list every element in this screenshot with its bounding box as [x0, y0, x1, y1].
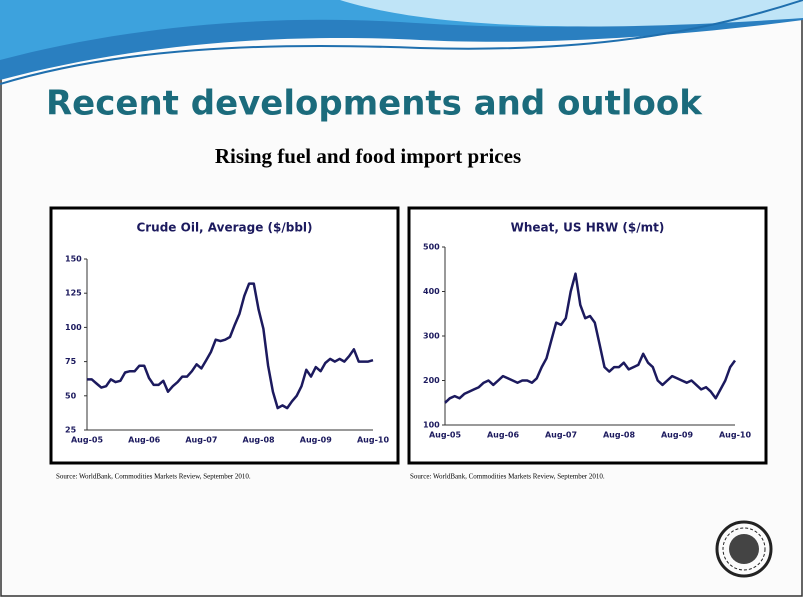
- y-tick-label: 500: [423, 243, 440, 252]
- x-tick-label: Aug-07: [185, 436, 217, 445]
- y-tick-label: 300: [423, 332, 440, 341]
- top-curve: [0, 0, 803, 85]
- x-tick-label: Aug-10: [357, 436, 390, 445]
- y-tick-label: 200: [423, 376, 440, 385]
- source-note: Source: WorldBank, Commodities Markets R…: [56, 473, 251, 481]
- top-wave-pale: [340, 0, 803, 27]
- x-tick-label: Aug-06: [128, 436, 161, 445]
- y-tick-label: 125: [65, 289, 82, 298]
- source-note: Source: WorldBank, Commodities Markets R…: [410, 473, 605, 481]
- chart-title: Crude Oil, Average ($/bbl): [136, 221, 312, 235]
- chart-frame: [49, 206, 400, 465]
- data-line: [87, 282, 374, 410]
- slide-title: Recent developments and outlook: [46, 84, 703, 124]
- chart: Wheat, US HRW ($/mt) 100 200 300 400 500 Aug-0…: [407, 206, 768, 465]
- y-tick-label: 100: [423, 421, 440, 430]
- y-tick-label: 50: [65, 391, 77, 400]
- y-tick-label: 75: [65, 357, 77, 366]
- y-tick-label: 25: [65, 426, 77, 435]
- data-line: [444, 272, 737, 404]
- x-tick-label: Aug-10: [719, 431, 752, 440]
- x-tick-label: Aug-09: [300, 436, 333, 445]
- slide-subtitle: Rising fuel and food import prices: [215, 144, 521, 168]
- y-tick-label: 400: [423, 287, 440, 296]
- x-tick-label: Aug-05: [429, 431, 462, 440]
- x-tick-label: Aug-07: [545, 431, 577, 440]
- chart-title: Wheat, US HRW ($/mt): [511, 221, 665, 235]
- y-tick-label: 100: [65, 323, 82, 332]
- imf-logo: [715, 520, 773, 578]
- x-tick-label: Aug-06: [487, 431, 520, 440]
- chart: Crude Oil, Average ($/bbl) 25 50 75 100 125 15…: [49, 206, 400, 465]
- x-tick-label: Aug-08: [603, 431, 636, 440]
- x-tick-label: Aug-09: [661, 431, 694, 440]
- x-tick-label: Aug-05: [71, 436, 104, 445]
- x-tick-label: Aug-08: [243, 436, 276, 445]
- y-tick-label: 150: [65, 255, 82, 264]
- chart-frame: [407, 206, 768, 465]
